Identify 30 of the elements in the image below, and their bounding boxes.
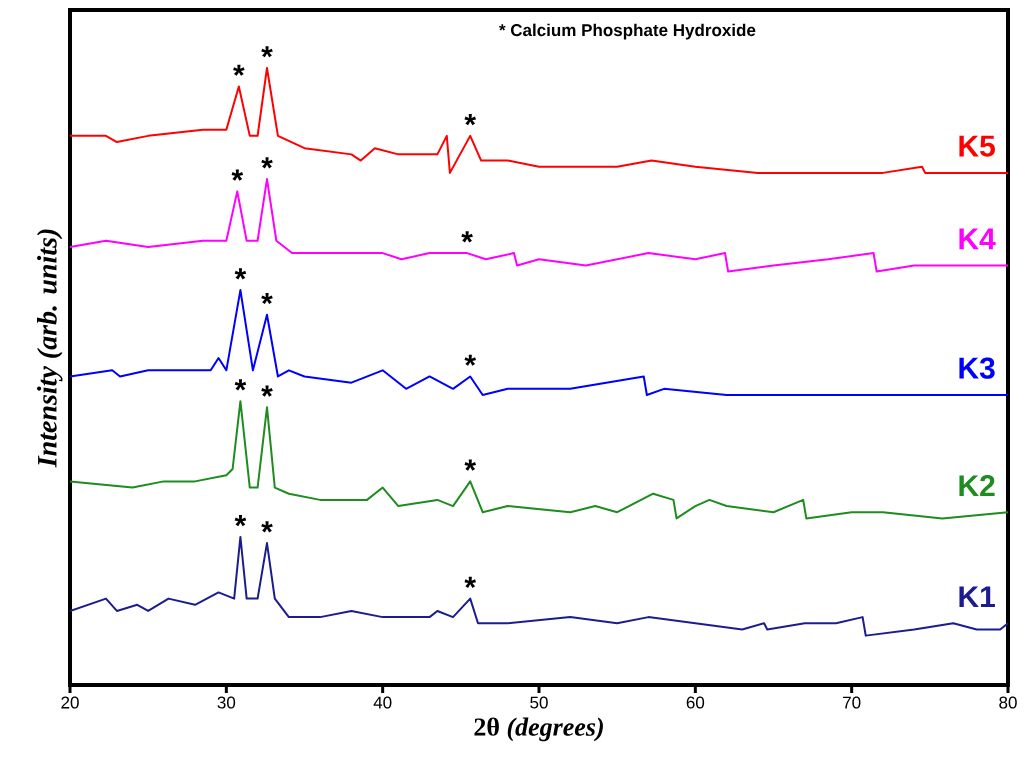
x-tick-label: 70 [843,696,861,709]
annotation: * [261,521,273,533]
annotation: * [234,379,247,391]
annotation: * [464,114,477,126]
annotation: * [261,157,273,169]
annotation: * [464,576,477,588]
annotation: * [261,46,273,58]
annotation: * [261,292,273,305]
x-tick-label: 60 [686,696,705,709]
series-label: K2 [959,475,995,497]
series-label: K1 [959,586,995,608]
series-label: K5 [959,135,995,157]
x-axis-title: 2θ (degrees) [474,717,603,742]
annotation: * [261,385,273,397]
annotation: * [464,354,477,366]
annotation: * [234,268,247,280]
annotation: * [461,231,473,243]
annotation: * [234,515,247,527]
annotation: * [233,64,245,76]
text: * Calcium Phosphate Hydroxide [498,23,756,40]
y-axis-title: Intensity (arb. units) [37,229,63,468]
x-tick-label: 30 [217,696,236,709]
annotation: * [464,459,477,471]
series-label: K4 [959,228,996,250]
series-label: K3 [959,357,995,379]
annotation: * [231,169,244,181]
x-tick-label: 50 [530,696,548,709]
x-tick-label: 20 [61,696,79,709]
x-tick-label: 40 [373,696,392,709]
x-tick-label: 80 [999,696,1017,709]
